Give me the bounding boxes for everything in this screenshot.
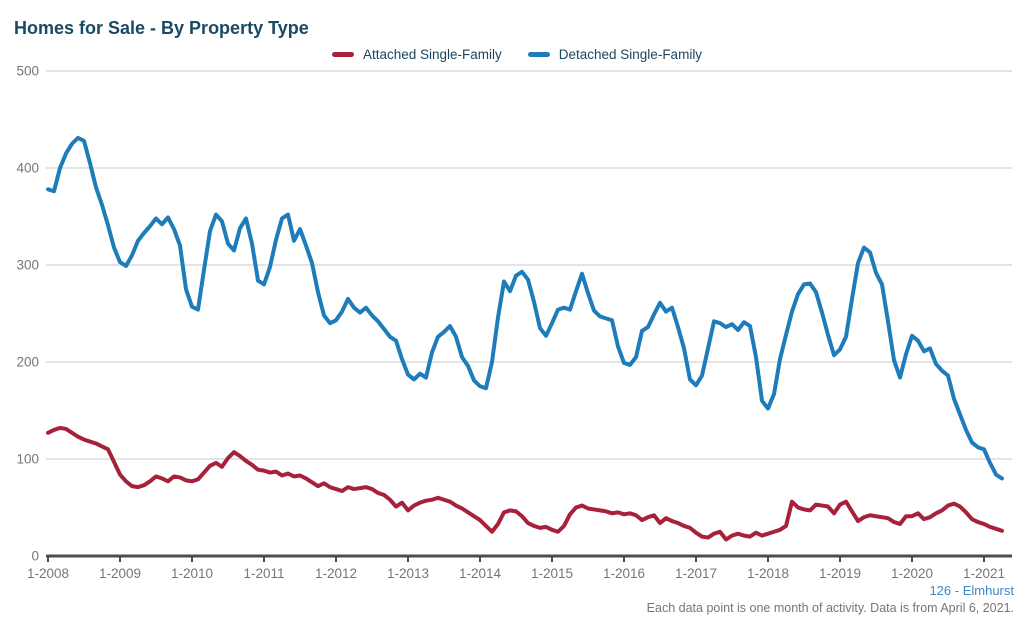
footnote: Each data point is one month of activity… [646, 601, 1014, 615]
x-axis-label-1-2014: 1-2014 [459, 566, 502, 581]
y-axis-label-200: 200 [16, 355, 39, 370]
series-line-detached-single-family [46, 135, 1004, 481]
source-link[interactable]: 126 - Elmhurst [929, 583, 1014, 598]
x-axis-label-1-2009: 1-2009 [99, 566, 141, 581]
x-axis-label-1-2011: 1-2011 [243, 566, 284, 581]
x-axis-label-1-2013: 1-2013 [387, 566, 429, 581]
legend: Attached Single-Family Detached Single-F… [0, 47, 1034, 62]
legend-label-detached: Detached Single-Family [558, 47, 703, 62]
chart-title: Homes for Sale - By Property Type [14, 18, 309, 38]
x-axis-label-1-2012: 1-2012 [315, 566, 357, 581]
series-line-attached-single-family [46, 425, 1004, 542]
x-axis-label-1-2017: 1-2017 [675, 566, 717, 581]
x-axis-label-1-2019: 1-2019 [819, 566, 861, 581]
x-axis-label-1-2018: 1-2018 [747, 566, 789, 581]
x-axis-label-1-2008: 1-2008 [27, 566, 69, 581]
x-axis-label-1-2020: 1-2020 [891, 566, 933, 581]
legend-swatch-detached-icon [527, 52, 550, 57]
y-axis-label-400: 400 [16, 161, 39, 176]
x-axis-label-1-2021: 1-2021 [963, 566, 1005, 581]
x-axis-label-1-2016: 1-2016 [603, 566, 645, 581]
x-axis-label-1-2010: 1-2010 [171, 566, 213, 581]
legend-label-attached: Attached Single-Family [362, 47, 502, 62]
y-axis-label-500: 500 [16, 64, 39, 79]
y-axis-label-0: 0 [31, 549, 39, 564]
legend-item-attached[interactable]: Attached Single-Family [331, 47, 502, 62]
y-axis-label-300: 300 [16, 258, 39, 273]
y-axis-label-100: 100 [16, 452, 39, 467]
x-axis-label-1-2015: 1-2015 [531, 566, 573, 581]
legend-swatch-attached-icon [331, 52, 354, 57]
legend-item-detached[interactable]: Detached Single-Family [527, 47, 703, 62]
